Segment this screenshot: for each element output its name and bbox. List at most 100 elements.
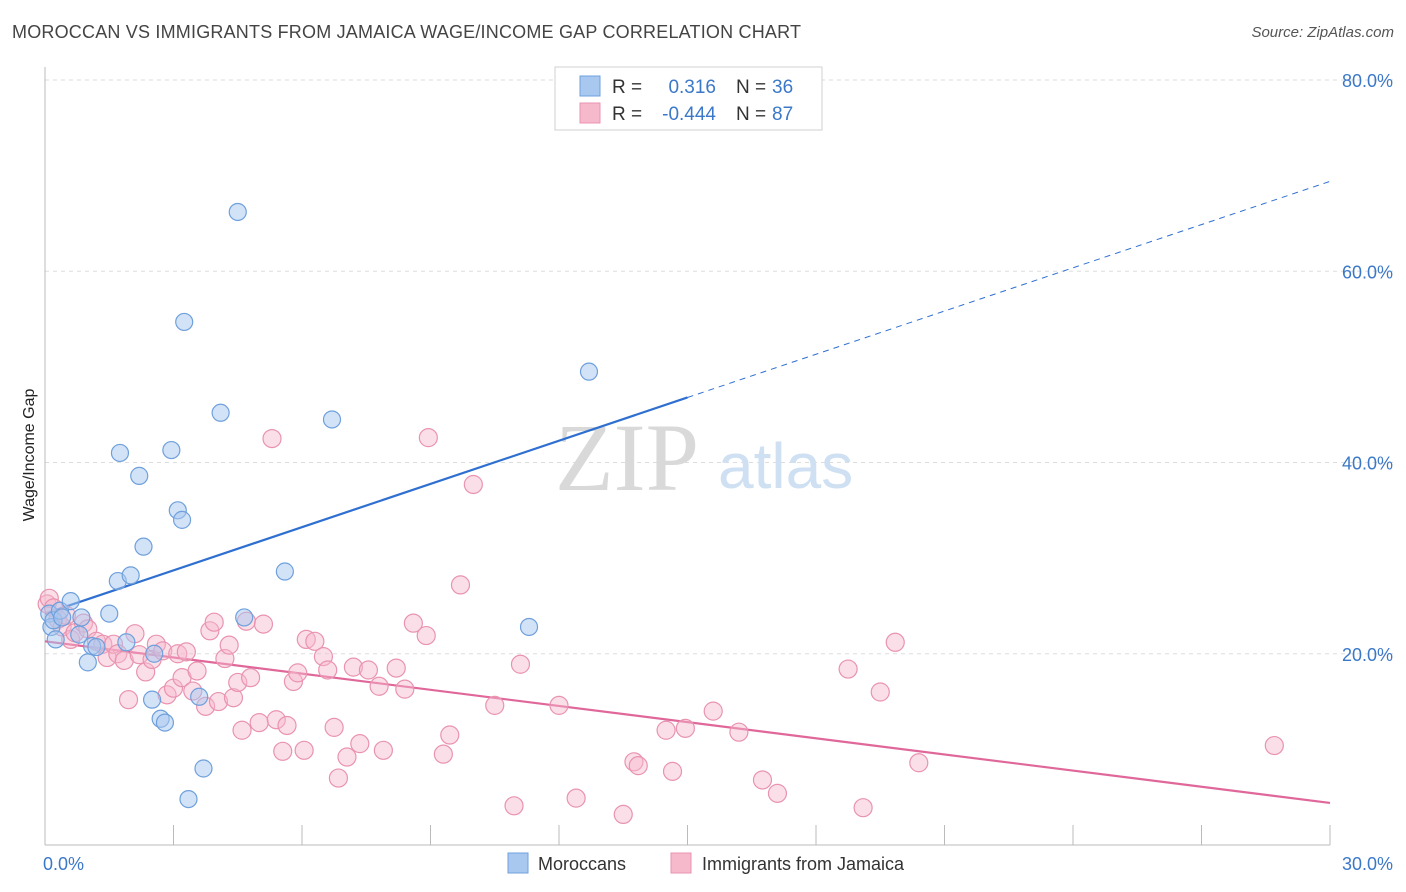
legend-r-label-1: R =: [612, 77, 642, 98]
y-tick-label: 80.0%: [1342, 71, 1393, 91]
data-point-jamaica: [283, 671, 304, 692]
data-point-jamaica: [440, 725, 460, 745]
data-point-jamaica: [228, 672, 248, 693]
data-point-moroccans: [172, 510, 192, 529]
data-point-jamaica: [403, 613, 423, 633]
data-point-moroccans: [179, 789, 198, 809]
data-point-jamaica: [241, 668, 261, 688]
data-point-jamaica: [395, 679, 415, 699]
data-point-moroccans: [121, 566, 140, 585]
data-point-jamaica: [187, 661, 207, 681]
data-point-jamaica: [416, 625, 436, 646]
data-point-moroccans: [130, 466, 149, 485]
data-point-jamaica: [549, 695, 569, 715]
data-point-moroccans: [78, 653, 97, 672]
data-point-moroccans: [162, 440, 181, 460]
legend-r-label-2: R =: [612, 104, 642, 125]
data-point-moroccans: [46, 630, 65, 649]
bottom-legend-swatch-moroccans: [507, 852, 529, 874]
grid-lines: [45, 79, 1393, 655]
data-point-jamaica: [369, 676, 389, 696]
data-point-jamaica: [305, 631, 325, 651]
data-point-jamaica: [176, 642, 196, 662]
data-point-moroccans: [145, 644, 164, 663]
source-credit: Source: ZipAtlas.com: [1251, 24, 1394, 41]
data-point-jamaica: [628, 756, 648, 776]
data-point-jamaica: [373, 740, 393, 760]
trend-line-jamaica: [44, 640, 1331, 805]
data-point-jamaica: [752, 770, 773, 790]
data-point-jamaica: [656, 720, 676, 740]
data-point-jamaica: [266, 710, 286, 730]
legend-swatch-moroccans: [579, 75, 601, 97]
data-point-jamaica: [114, 650, 134, 671]
data-point-jamaica: [767, 783, 788, 803]
x-tick-label: 30.0%: [1342, 854, 1393, 874]
data-point-jamaica: [510, 654, 531, 674]
bottom-legend-moroccans: Moroccans: [538, 854, 626, 874]
data-point-moroccans: [155, 713, 175, 732]
data-point-jamaica: [613, 804, 633, 825]
correlation-legend: R = 0.316 N = 36 R = -0.444 N = 87: [554, 66, 823, 131]
data-point-jamaica: [249, 712, 269, 733]
data-point-jamaica: [223, 688, 244, 708]
data-point-moroccans: [134, 537, 153, 556]
data-point-jamaica: [853, 798, 873, 818]
data-point-jamaica: [909, 753, 929, 773]
data-point-jamaica: [566, 788, 586, 808]
watermark-zip: ZIP: [555, 404, 699, 511]
trend-line-moroccans: [44, 396, 688, 615]
legend-n-value-2: 87: [772, 104, 793, 125]
data-point-jamaica: [262, 428, 282, 449]
data-point-jamaica: [386, 658, 406, 678]
series-moroccans: [40, 202, 599, 809]
data-point-jamaica: [288, 663, 308, 683]
data-point-jamaica: [208, 691, 229, 712]
data-point-jamaica: [885, 632, 905, 652]
data-point-jamaica: [204, 612, 224, 632]
data-point-moroccans: [275, 562, 294, 581]
legend-n-label-2: N =: [736, 104, 766, 125]
data-point-moroccans: [100, 604, 119, 623]
data-point-jamaica: [318, 660, 338, 680]
y-axis-title: Wage/Income Gap: [21, 389, 38, 522]
y-tick-label: 20.0%: [1342, 645, 1393, 665]
data-point-jamaica: [328, 768, 349, 788]
trend-lines: [44, 180, 1331, 805]
data-point-jamaica: [504, 796, 524, 816]
data-point-jamaica: [219, 635, 239, 655]
data-point-moroccans: [175, 312, 194, 332]
data-point-jamaica: [337, 747, 357, 767]
data-point-jamaica: [118, 690, 139, 710]
data-point-jamaica: [675, 718, 695, 738]
x-tick-label: 0.0%: [43, 854, 84, 874]
data-point-moroccans: [142, 690, 162, 709]
data-point-moroccans: [117, 633, 136, 652]
data-point-jamaica: [485, 695, 505, 715]
bottom-legend-swatch-jamaica: [670, 852, 692, 874]
data-point-moroccans: [61, 592, 80, 611]
data-point-jamaica: [450, 575, 471, 595]
data-point-moroccans: [72, 608, 91, 627]
data-point-jamaica: [433, 744, 453, 764]
series-immigrants-from-jamaica: [37, 428, 1284, 825]
data-point-jamaica: [253, 614, 274, 634]
data-point-jamaica: [343, 657, 363, 677]
data-point-jamaica: [273, 741, 293, 761]
data-point-jamaica: [324, 717, 344, 737]
axes: [44, 67, 1331, 846]
data-point-jamaica: [729, 722, 749, 742]
data-point-moroccans: [190, 687, 209, 706]
data-point-moroccans: [579, 362, 599, 381]
data-point-jamaica: [350, 734, 370, 754]
y-tick-labels: 20.0% 40.0% 60.0% 80.0%: [1342, 71, 1393, 665]
data-point-moroccans: [322, 410, 342, 429]
data-point-jamaica: [277, 715, 297, 736]
data-point-moroccans: [87, 637, 106, 657]
data-point-jamaica: [703, 701, 723, 721]
legend-r-value-2: -0.444: [662, 104, 716, 125]
series-legend: Moroccans Immigrants from Jamaica: [507, 852, 905, 874]
data-point-moroccans: [110, 443, 130, 463]
legend-n-value-1: 36: [772, 77, 793, 98]
